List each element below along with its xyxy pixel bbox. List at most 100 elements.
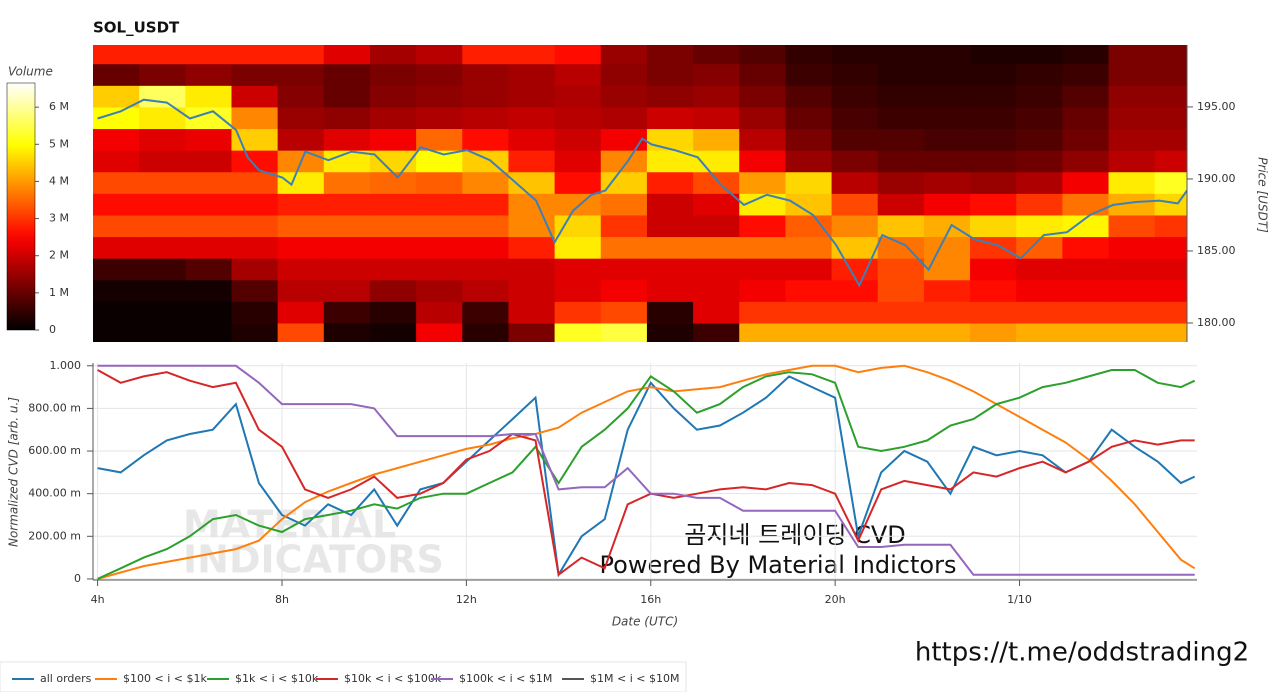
heatmap-cell — [277, 322, 325, 342]
heatmap-cell — [416, 85, 463, 108]
heatmap-cell — [831, 63, 879, 86]
heatmap-cell — [646, 128, 694, 151]
colorbar-tick-label: 3 M — [49, 212, 69, 225]
x-tick-label: 8h — [275, 593, 289, 606]
series-line — [97, 364, 1195, 576]
heatmap-cell — [462, 63, 509, 86]
heatmap-cell — [277, 63, 325, 86]
heatmap-cell — [970, 106, 1017, 130]
y-axis-label: Normalized CVD [arb. u.] — [7, 397, 21, 547]
heatmap-cell — [693, 279, 740, 302]
heatmap-cell — [831, 128, 879, 151]
heatmap-cell — [554, 214, 602, 238]
heatmap-cell — [1108, 214, 1156, 238]
heatmap-cell — [785, 214, 833, 238]
heatmap-cell — [877, 258, 925, 281]
heatmap-cell — [185, 258, 232, 281]
heatmap-cell — [231, 128, 279, 151]
y-tick-label: 800.00 m — [28, 401, 81, 414]
heatmap-cell — [693, 322, 740, 342]
heatmap-cell — [693, 63, 740, 86]
heatmap-cell — [554, 63, 602, 86]
heatmap-cell — [923, 63, 971, 86]
heatmap-cell — [877, 150, 925, 173]
heatmap-cell — [277, 258, 325, 281]
legend-label: $10k < i < $100k — [344, 672, 442, 685]
heatmap-cell — [693, 301, 740, 324]
link-text: https://t.me/oddstrading2 — [915, 638, 1249, 668]
heatmap-cell — [554, 106, 602, 130]
heatmap-cell — [831, 150, 879, 173]
heatmap-cell — [139, 85, 186, 108]
legend-box — [0, 661, 687, 692]
heatmap-cell — [1108, 322, 1156, 342]
heatmap-cell — [923, 301, 971, 324]
heatmap-cell — [185, 322, 232, 342]
heatmap-cell — [739, 322, 786, 342]
heatmap-cell — [139, 45, 186, 65]
legend-label: $100 < i < $1k — [123, 672, 207, 685]
heatmap-cell — [739, 301, 786, 324]
heatmap-cell — [554, 301, 602, 324]
heatmap-cell — [277, 128, 325, 151]
heatmap-cell — [508, 150, 556, 173]
heatmap-cell — [277, 171, 325, 194]
heatmap-cell — [139, 150, 186, 173]
legend-label: $100k < i < $1M — [459, 672, 552, 685]
heatmap-cell — [785, 301, 833, 324]
heatmap-cell — [831, 236, 879, 259]
heatmap-cell — [93, 301, 140, 324]
heatmap-cell — [600, 279, 648, 302]
heatmap-cell — [785, 63, 833, 86]
heatmap-cell — [554, 128, 602, 151]
heatmap-cell — [1154, 279, 1187, 302]
series-line — [97, 375, 1196, 578]
heatmap-cell — [1062, 45, 1110, 65]
heatmap-cell — [554, 45, 602, 65]
heatmap-cell — [1062, 106, 1110, 130]
heatmap-cell — [369, 279, 417, 302]
heatmap-cell — [923, 258, 971, 281]
heatmap-cell — [277, 236, 325, 259]
heatmap-cell — [785, 322, 833, 342]
heatmap-cell — [416, 106, 463, 130]
heatmap-cell — [185, 301, 232, 324]
heatmap-cell — [185, 106, 232, 130]
heatmap-cell — [508, 45, 556, 65]
heatmap-cell — [416, 258, 463, 281]
heatmap-cell — [970, 258, 1017, 281]
heatmap-cell — [93, 63, 140, 86]
heatmap-cell — [323, 85, 371, 108]
heatmap-cell — [923, 171, 971, 194]
heatmap-cell — [970, 171, 1017, 194]
heatmap-cell — [277, 85, 325, 108]
heatmap-cell — [139, 214, 186, 238]
heatmap-cell — [1154, 85, 1187, 108]
heatmap-cell — [508, 128, 556, 151]
heatmap-cell — [923, 128, 971, 151]
heatmap-cell — [600, 45, 648, 65]
heatmap-cell — [139, 106, 186, 130]
heatmap-cell — [416, 150, 463, 173]
heatmap-cell — [877, 193, 925, 216]
heatmap-cell — [1016, 301, 1063, 324]
heatmap-cell — [1016, 322, 1063, 342]
y-tick-label: 1.000 — [50, 359, 82, 372]
heatmap-cell — [923, 236, 971, 259]
heatmap-cell — [1016, 214, 1063, 238]
x-tick-label: 12h — [456, 593, 477, 606]
heatmap-cell — [369, 236, 417, 259]
heatmap-cell — [93, 258, 140, 281]
heatmap-cell — [1154, 214, 1187, 238]
heatmap-cell — [877, 128, 925, 151]
heatmap-cell — [1016, 150, 1063, 173]
heatmap-cell — [369, 85, 417, 108]
heatmap-cell — [369, 193, 417, 216]
heatmap-cell — [1108, 45, 1156, 65]
heatmap-cell — [139, 63, 186, 86]
series-line — [97, 364, 1196, 580]
heatmap-cell — [739, 63, 786, 86]
heatmap-cell — [600, 214, 648, 238]
heatmap-cell — [93, 193, 140, 216]
heatmap-cell — [739, 236, 786, 259]
